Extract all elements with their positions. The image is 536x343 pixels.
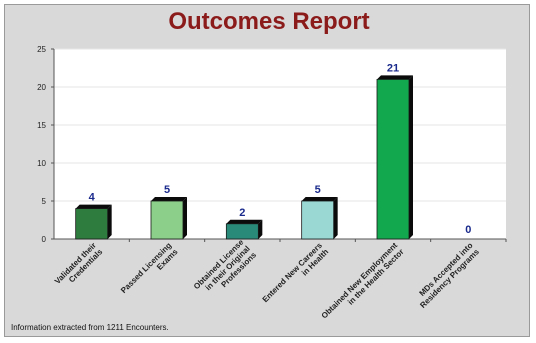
category-label-text: Passed LicensingExams	[119, 240, 180, 301]
bar-shadow-top	[377, 75, 413, 80]
category-label-text: Validated theirCredentials	[53, 240, 105, 292]
category-label: Entered New Careersin Health	[261, 240, 331, 310]
category-label: Obtained New Employmentin the Health Sec…	[320, 241, 406, 327]
category-label-text: MDs Accepted intoResidency Programs	[412, 240, 481, 309]
bar	[150, 200, 184, 240]
category-label: MDs Accepted intoResidency Programs	[412, 240, 481, 310]
category-label-line: Residency Programs	[418, 247, 481, 310]
data-label: 0	[465, 224, 471, 236]
bar-shadow-side	[333, 197, 338, 239]
bar-shadow-side	[107, 204, 112, 239]
bar-shadow-side	[258, 219, 263, 239]
category-label: Passed LicensingExams	[119, 240, 180, 301]
data-label: 5	[315, 184, 321, 196]
y-tick-label: 5	[42, 197, 47, 206]
data-label: 5	[164, 184, 170, 196]
bar-shadow-top	[301, 197, 338, 201]
category-label: Validated theirCredentials	[53, 240, 105, 292]
data-label: 21	[387, 62, 399, 74]
bar	[75, 208, 109, 240]
bar-shadow-top	[226, 219, 263, 224]
category-label-text: Obtained New Employmentin the Health Sec…	[320, 241, 406, 327]
bar-shadow-side	[409, 75, 413, 240]
y-tick-label: 25	[37, 45, 46, 54]
y-tick-label: 15	[37, 121, 46, 130]
category-label-text: Entered New Careersin Health	[261, 240, 331, 310]
bars	[75, 75, 413, 240]
footnote: Information extracted from 1211 Encounte…	[11, 323, 169, 332]
axes	[53, 49, 507, 242]
category-label-line: Entered New Careers	[261, 240, 325, 304]
category-label-line: Obtained New Employment	[320, 241, 400, 321]
bar	[376, 79, 410, 240]
category-label-text: Obtained Licensein their OriginalProfess…	[192, 237, 259, 304]
bar	[225, 223, 259, 240]
data-label: 4	[89, 192, 96, 204]
bar-shadow-top	[75, 204, 112, 209]
y-axis-ticks: 0 5 10 15 20 25	[37, 45, 54, 244]
y-tick-label: 0	[42, 235, 47, 244]
bar	[301, 200, 335, 240]
y-tick-label: 10	[37, 159, 46, 168]
category-labels: Validated theirCredentials Passed Licensi…	[53, 237, 481, 327]
chart-title: Outcomes Report	[168, 8, 369, 35]
bar-shadow-top	[151, 197, 187, 201]
y-tick-label: 20	[37, 83, 46, 92]
category-label-line: in the Health Sector	[346, 247, 405, 306]
data-label: 2	[239, 207, 245, 219]
plot-area	[54, 49, 506, 239]
category-label-line: MDs Accepted into	[417, 241, 474, 298]
data-labels: 4 5 2 5 21 0	[89, 62, 472, 236]
gridlines	[54, 48, 506, 202]
category-label: Obtained Licensein their OriginalProfess…	[192, 237, 259, 304]
bar-shadow-side	[183, 197, 187, 239]
